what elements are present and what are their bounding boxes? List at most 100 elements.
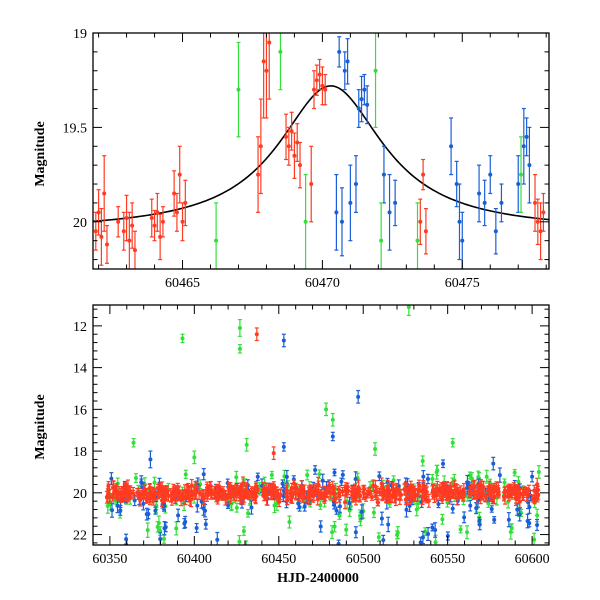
green-outlier-point	[373, 447, 378, 451]
blue-data-point	[387, 210, 392, 215]
band-blue-point	[497, 473, 502, 478]
band-red-point	[515, 490, 520, 495]
band-green-point	[287, 520, 292, 525]
green-data-point	[519, 172, 524, 177]
band-green-point	[512, 470, 517, 475]
blue-data-point	[524, 134, 529, 139]
band-blue-point	[141, 501, 146, 506]
band-blue-point	[430, 525, 435, 530]
band-green-point	[234, 475, 239, 480]
blue-data-point	[482, 200, 487, 205]
band-red-point	[471, 490, 476, 495]
blue-data-point	[477, 191, 482, 196]
green-outlier-point	[131, 440, 136, 445]
band-red-point	[127, 494, 132, 499]
band-blue-point	[425, 477, 430, 482]
band-red-point	[535, 482, 540, 487]
band-red-point	[249, 491, 254, 496]
band-red-point	[104, 495, 109, 500]
green-data-point	[415, 238, 420, 243]
green-outlier-point	[450, 440, 455, 445]
red-data-point	[155, 210, 160, 215]
red-data-point	[298, 163, 303, 168]
band-blue-point	[462, 515, 467, 520]
band-red-point	[293, 486, 298, 491]
band-red-point	[442, 485, 447, 490]
band-green-point	[317, 472, 322, 477]
red-data-point	[309, 182, 314, 187]
red-outlier-point	[254, 332, 259, 337]
red-data-point	[535, 219, 540, 224]
band-green-point	[535, 513, 540, 518]
blue-outlier-point	[330, 434, 335, 439]
x-tick-label: 60450	[261, 552, 296, 567]
band-green-point	[465, 530, 470, 535]
band-red-point	[142, 492, 147, 497]
blue-data-point	[521, 144, 526, 149]
band-blue-point	[377, 474, 382, 479]
x-tick-label: 60400	[177, 552, 212, 567]
blue-data-point	[345, 59, 350, 64]
band-red-point	[318, 493, 323, 498]
blue-data-point	[337, 49, 342, 54]
blue-data-point	[339, 219, 344, 224]
band-blue-point	[506, 517, 511, 522]
band-blue-point	[489, 506, 494, 511]
band-red-point	[314, 488, 319, 493]
band-red-point	[369, 495, 374, 500]
red-data-point	[99, 234, 104, 239]
blue-data-point	[359, 97, 364, 102]
band-red-point	[164, 491, 169, 496]
x-tick-label: 60500	[346, 552, 381, 567]
band-green-point	[145, 528, 150, 533]
red-data-point	[533, 200, 538, 205]
blue-data-point	[527, 163, 532, 168]
y-tick-label: 20	[73, 216, 87, 231]
band-red-point	[483, 494, 488, 499]
band-blue-point	[318, 524, 323, 529]
blue-data-point	[488, 172, 493, 177]
band-blue-point	[465, 482, 470, 487]
band-red-point	[285, 498, 290, 503]
band-blue-point	[436, 502, 441, 507]
band-red-point	[244, 487, 249, 492]
band-green-point	[241, 529, 246, 534]
band-green-point	[269, 472, 274, 477]
band-red-point	[392, 489, 397, 494]
band-red-point	[366, 489, 371, 494]
band-green-point	[440, 517, 445, 522]
band-red-point	[219, 493, 224, 498]
green-outlier-point	[406, 305, 411, 310]
band-blue-point	[332, 470, 337, 475]
band-red-point	[495, 488, 500, 493]
band-blue-point	[115, 503, 120, 508]
band-blue-point	[421, 474, 426, 479]
band-red-point	[451, 492, 456, 497]
x-tick-label: 60600	[515, 552, 550, 567]
red-data-point	[149, 216, 154, 221]
band-blue-point	[353, 530, 358, 535]
band-blue-point	[280, 481, 285, 486]
band-blue-point	[284, 474, 289, 479]
green-outlier-point	[237, 346, 242, 351]
band-red-point	[381, 487, 386, 492]
blue-outlier-point	[281, 338, 286, 343]
red-data-point	[177, 172, 182, 177]
red-data-point	[267, 40, 272, 45]
blue-data-point	[454, 182, 459, 187]
band-blue-point	[477, 522, 482, 527]
band-green-point	[156, 521, 161, 526]
plot-area	[104, 305, 541, 545]
band-green-point	[532, 537, 537, 542]
band-red-point	[284, 488, 289, 493]
x-tick-label: 60350	[92, 552, 127, 567]
band-red-point	[385, 484, 390, 489]
band-red-point	[337, 494, 342, 499]
band-green-point	[152, 480, 157, 485]
band-blue-point	[255, 474, 260, 479]
band-blue-point	[336, 541, 341, 545]
red-data-point	[423, 229, 428, 234]
band-red-point	[187, 491, 192, 496]
band-green-point	[433, 540, 438, 545]
band-red-point	[487, 484, 492, 489]
